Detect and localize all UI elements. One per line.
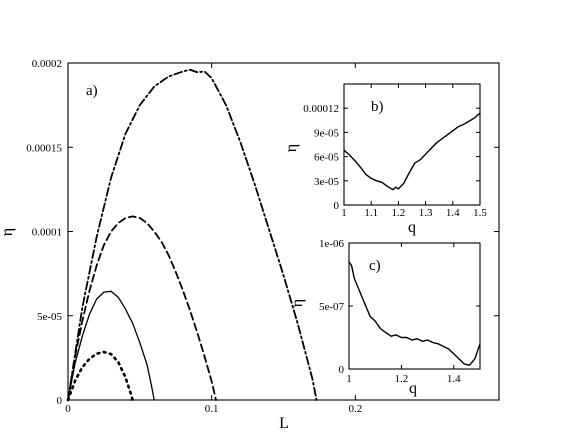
inset-c-x-tick-label: 1: [346, 373, 352, 385]
inset-c-panel: 1 1.2 1.4 0 5e-07 1e-06 q η c): [289, 238, 481, 397]
main-x-axis-label: L: [279, 415, 289, 432]
main-frame: [67, 62, 500, 401]
inset-c-x-tick-label: 1.2: [395, 373, 409, 385]
inset-b-x-tick-label: 1.4: [446, 207, 460, 219]
main-y-axis-label: η: [0, 228, 16, 236]
inset-b-x-tick-label: 1.5: [473, 207, 487, 219]
inset-b-x-tick-label: 1.2: [392, 207, 406, 219]
inset-c-x-axis-label: q: [409, 380, 417, 397]
main-y-tick-label: 0: [57, 395, 63, 407]
main-y-tick-label: 0.0002: [32, 58, 62, 70]
main-y-tick-label: 5e-05: [37, 311, 63, 323]
main-series-solid: [67, 290, 155, 401]
main-panel-label: a): [86, 83, 98, 99]
inset-c-series-solid: [348, 261, 481, 366]
inset-b-x-tick-label: 1.3: [419, 207, 433, 219]
inset-b-x-axis-label: q: [408, 219, 416, 236]
inset-c-x-tick-label: 1.4: [447, 373, 461, 385]
inset-c-y-tick-label: 5e-07: [319, 301, 345, 313]
inset-b-frame: [343, 83, 481, 206]
main-series-dash-dot: [67, 68, 318, 401]
inset-b-y-axis-label: η: [283, 144, 300, 152]
inset-b-y-tick-label: 9e-05: [314, 127, 340, 139]
main-y-tick-label: 0.00015: [26, 142, 62, 154]
main-y-tick-label: 0.0001: [32, 227, 62, 239]
main-x-tick-label: 0: [65, 403, 71, 415]
inset-b-y-tick-label: 0.00012: [303, 103, 339, 115]
inset-b-y-tick-label: 3e-05: [314, 176, 340, 188]
main-series-dashed: [67, 215, 217, 401]
inset-c-y-tick-label: 1e-06: [319, 238, 345, 250]
inset-b-x-tick-label: 1.1: [364, 207, 378, 219]
inset-b-panel-label: b): [371, 99, 384, 115]
main-panel: 0 0.1 0.2 0 5e-05 0.0001 0.00015 0.0002 Lη a): [0, 58, 500, 432]
main-x-tick-label: 0.2: [348, 403, 362, 415]
main-series-dotted: [66, 350, 134, 402]
inset-b-x-tick-label: 1: [341, 207, 347, 219]
inset-b-series-solid: [343, 112, 481, 191]
inset-c-y-tick-label: 0: [339, 364, 345, 376]
inset-c-y-axis-label: η: [289, 299, 306, 307]
inset-b-y-tick-label: 6e-05: [314, 152, 340, 164]
main-x-tick-label: 0.1: [205, 403, 219, 415]
inset-b-panel: 1 1.1 1.2 1.3 1.4 1.5 0 3e-05 6e-05 9e-05 0.00012 q…: [283, 83, 487, 236]
inset-b-y-tick-label: 0: [334, 200, 340, 212]
inset-c-panel-label: c): [369, 258, 381, 274]
